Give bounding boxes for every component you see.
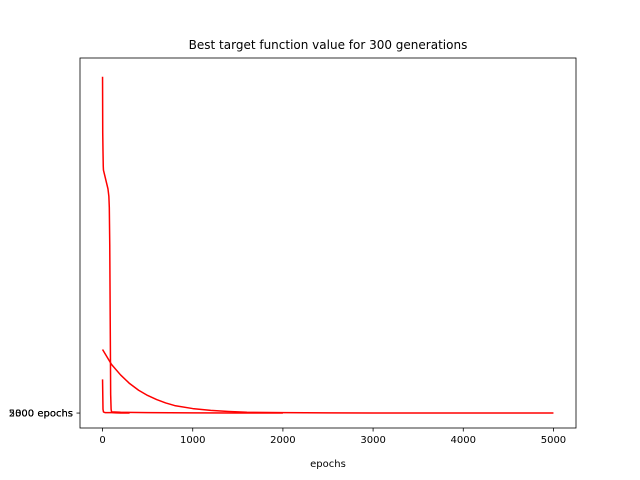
series-line-1 xyxy=(101,379,130,414)
x-tick-label: 4000 xyxy=(451,435,476,446)
series-lines xyxy=(101,76,554,414)
y-tick-label: 300 epochs xyxy=(15,409,73,420)
series-line-3 xyxy=(101,349,554,414)
x-tick-label: 2000 xyxy=(270,435,295,446)
x-axis-label: epochs xyxy=(310,459,346,470)
series-line-2 xyxy=(101,76,283,414)
plot-frame xyxy=(79,57,577,429)
x-tick-label: 5000 xyxy=(541,435,566,446)
x-axis: 0 1000 2000 3000 4000 5000 xyxy=(99,428,566,446)
y-tick-label: 5000 epochs xyxy=(9,409,73,420)
x-tick-label: 1000 xyxy=(180,435,205,446)
y-tick-label: 2000 epochs xyxy=(9,409,73,420)
x-tick-label: 3000 xyxy=(360,435,385,446)
x-tick-label: 0 xyxy=(99,435,105,446)
chart-title: Best target function value for 300 gener… xyxy=(189,38,468,52)
